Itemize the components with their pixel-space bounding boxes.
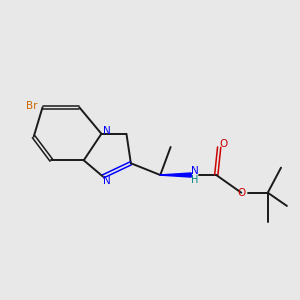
- Text: N: N: [103, 126, 111, 136]
- Text: O: O: [220, 139, 228, 149]
- Text: H: H: [191, 175, 199, 185]
- Polygon shape: [160, 173, 191, 177]
- Text: O: O: [238, 188, 246, 198]
- Text: N: N: [103, 176, 110, 186]
- Text: Br: Br: [26, 101, 38, 111]
- Text: N: N: [191, 167, 199, 176]
